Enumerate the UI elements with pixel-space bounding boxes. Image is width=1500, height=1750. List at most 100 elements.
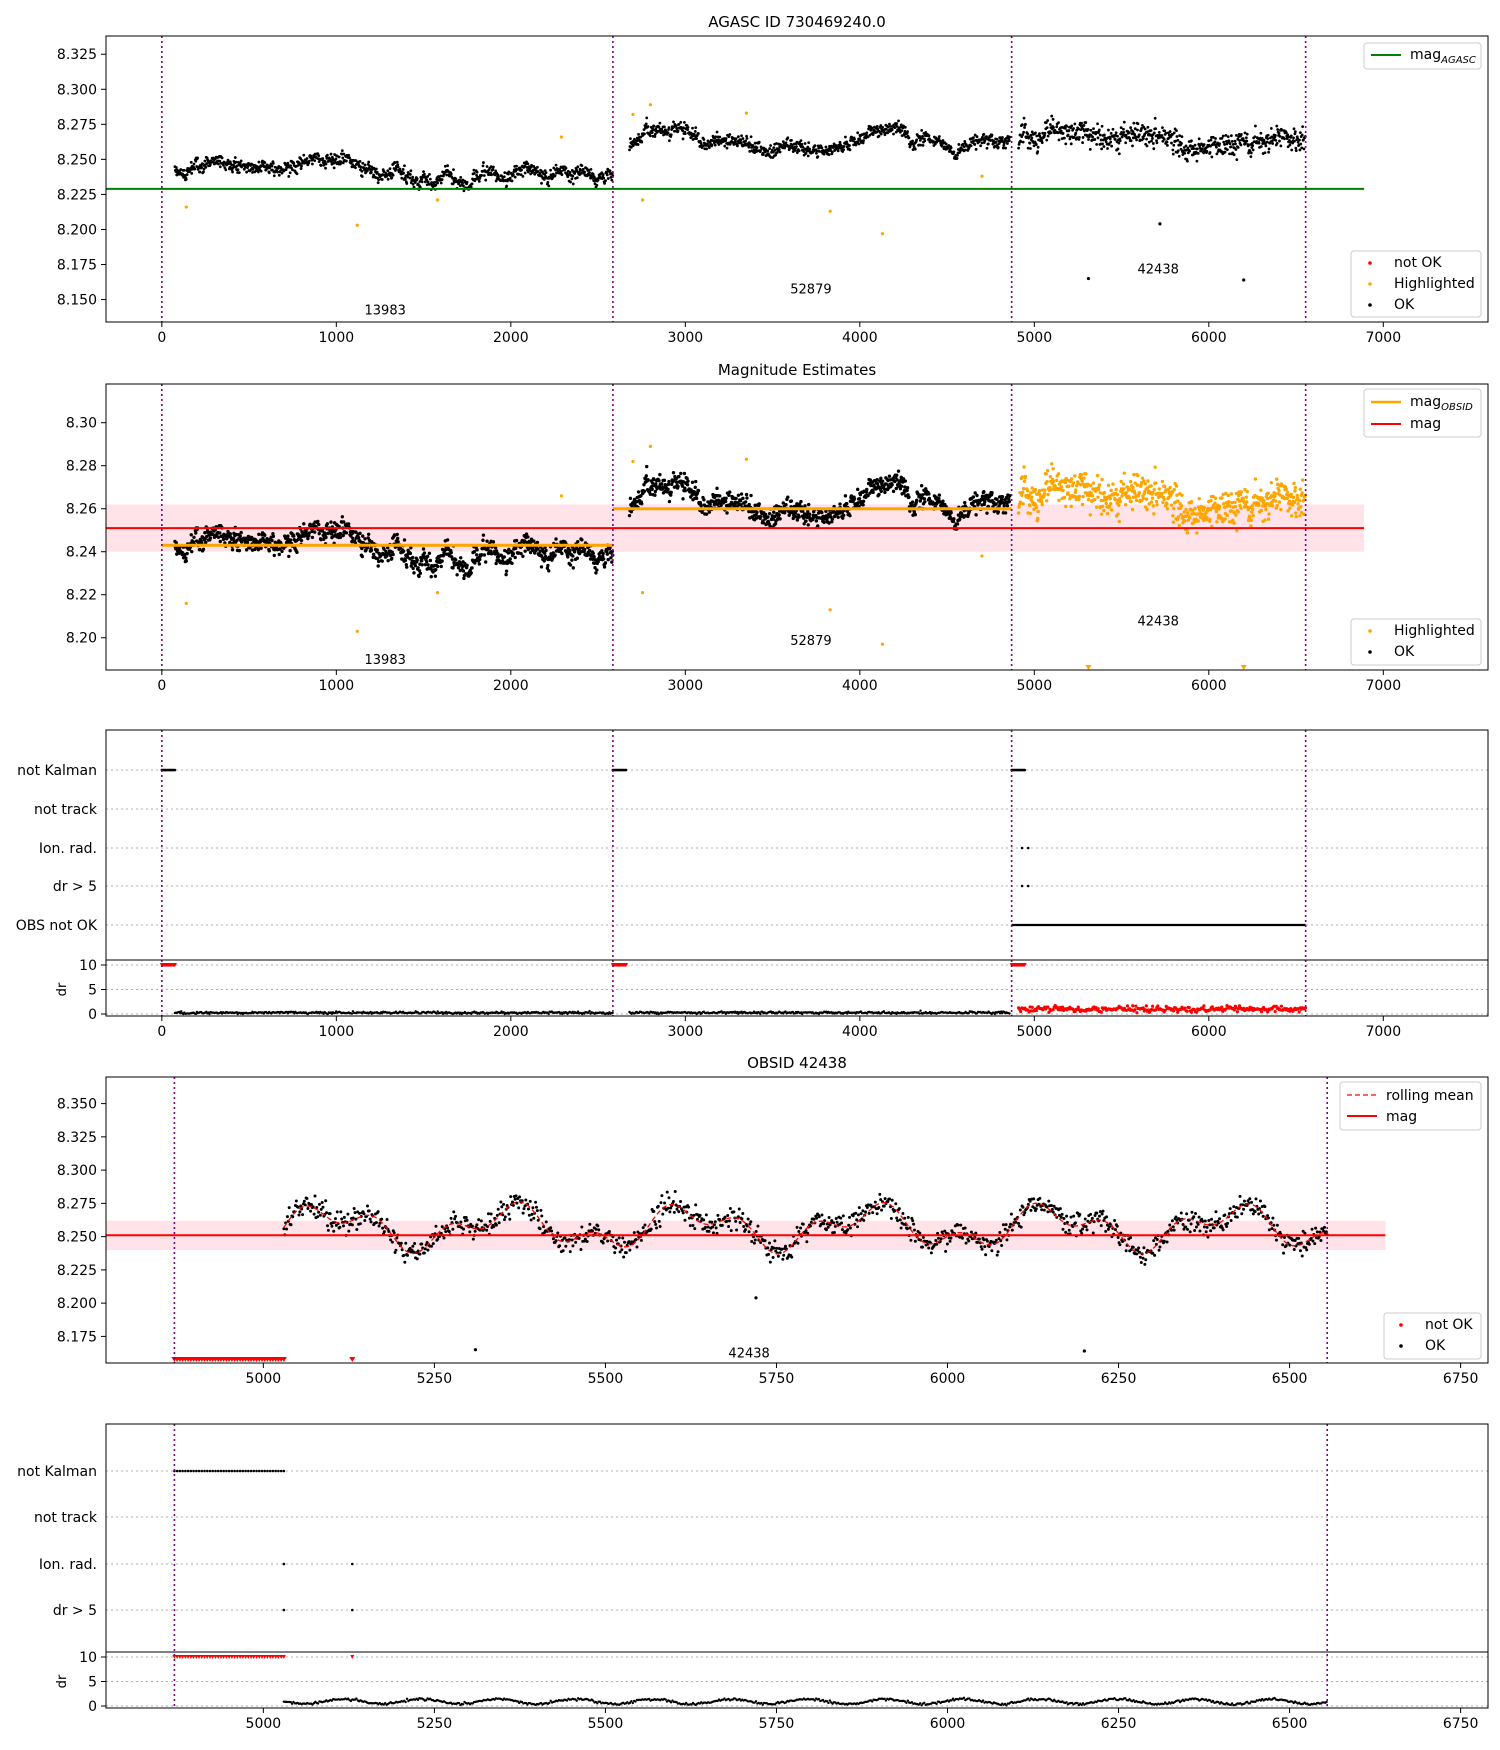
highlighted-point	[1297, 498, 1302, 503]
ok-point	[986, 142, 990, 146]
ok-point	[491, 168, 495, 171]
ok-point	[523, 164, 527, 168]
ok-point	[778, 517, 782, 521]
ok-point	[305, 157, 309, 160]
ok-point	[507, 547, 511, 552]
highlighted-point	[1239, 506, 1243, 510]
highlighted-point	[1277, 488, 1281, 493]
ok-point	[319, 537, 323, 542]
ok-point	[879, 124, 883, 127]
ok-point	[1302, 147, 1306, 151]
ok-point	[1197, 137, 1201, 141]
ok-point	[707, 146, 711, 149]
highlighted-point	[1195, 531, 1199, 535]
ok-point	[842, 145, 846, 148]
ok-point	[918, 135, 922, 138]
highlighted-point	[1277, 500, 1282, 504]
ok-point	[1195, 147, 1199, 151]
ok-point	[824, 145, 828, 149]
highlighted-point	[1284, 487, 1288, 492]
ok-point	[694, 496, 699, 501]
ok-point	[505, 184, 508, 188]
ok-point	[358, 531, 362, 536]
ok-point	[1080, 121, 1084, 125]
highlighted-point	[1104, 501, 1108, 506]
ok-point	[663, 125, 666, 129]
ok-point	[420, 559, 424, 563]
ok-point	[1286, 133, 1290, 137]
ok-point	[681, 497, 685, 501]
ok-point	[1226, 135, 1230, 139]
ok-point	[439, 181, 443, 185]
obsid-label: 42438	[1138, 615, 1179, 630]
highlighted-point	[435, 590, 440, 595]
x-tick-label: 5000	[1016, 678, 1052, 694]
ok-point	[747, 145, 751, 149]
ok-point	[1245, 139, 1249, 143]
ok-point	[1017, 146, 1021, 150]
ok-point	[1154, 127, 1158, 131]
ok-point	[1001, 136, 1004, 139]
highlighted-point	[1292, 481, 1296, 486]
ok-point	[1172, 131, 1176, 135]
highlighted-point	[1274, 499, 1278, 503]
ok-point	[251, 167, 255, 171]
ok-point	[1266, 133, 1270, 137]
highlighted-point	[435, 198, 440, 202]
ok-point	[1198, 144, 1202, 148]
ok-point	[900, 129, 904, 133]
ok-point	[605, 552, 609, 556]
ok-point	[462, 184, 465, 188]
ok-point	[536, 547, 540, 551]
ok-point	[412, 571, 416, 575]
ok-point	[1215, 152, 1219, 156]
ok-point	[772, 510, 776, 514]
ok-point	[1067, 129, 1071, 132]
ok-point	[1182, 146, 1186, 149]
agasc-title: AGASC ID 730469240.0	[708, 13, 886, 31]
ok-point	[861, 499, 866, 503]
ok-point	[781, 140, 785, 144]
highlighted-point	[1113, 497, 1117, 502]
ok-point	[423, 562, 428, 567]
highlighted-point	[631, 459, 635, 464]
ok-point	[342, 152, 346, 156]
ok-point	[340, 515, 345, 519]
ok-point	[1271, 142, 1275, 145]
ok-point	[725, 511, 729, 515]
ok-point	[653, 132, 657, 136]
ok-point	[955, 157, 959, 160]
ok-point	[1175, 135, 1179, 138]
ok-point	[1179, 147, 1183, 151]
ok-point	[494, 561, 498, 566]
highlighted-point	[1135, 483, 1140, 487]
ok-point	[324, 162, 328, 166]
ok-point	[1253, 135, 1257, 139]
highlighted-point	[1091, 481, 1096, 485]
ok-point	[418, 180, 422, 183]
ok-point	[1233, 139, 1237, 143]
ok-point	[856, 140, 860, 143]
ok-point	[469, 571, 473, 575]
ok-point	[1079, 128, 1083, 132]
highlighted-point	[1294, 515, 1298, 519]
highlighted-point	[1124, 491, 1128, 495]
highlighted-point	[1174, 484, 1179, 488]
ok-point	[174, 541, 178, 545]
ok-point	[481, 533, 486, 537]
ok-point	[999, 140, 1003, 144]
highlighted-point	[1233, 500, 1237, 505]
ok-point	[1267, 147, 1271, 151]
ok-point	[983, 139, 987, 143]
ok-point	[284, 168, 288, 172]
ok-point	[1221, 134, 1225, 138]
ok-point	[339, 160, 343, 164]
highlighted-point	[1117, 519, 1122, 524]
ok-point	[1244, 136, 1248, 140]
ok-point	[1117, 152, 1121, 156]
ok-point	[749, 143, 753, 147]
ok-point	[922, 497, 927, 501]
ok-point	[896, 469, 901, 473]
ok-point	[1101, 142, 1104, 146]
ok-point	[1168, 130, 1172, 133]
